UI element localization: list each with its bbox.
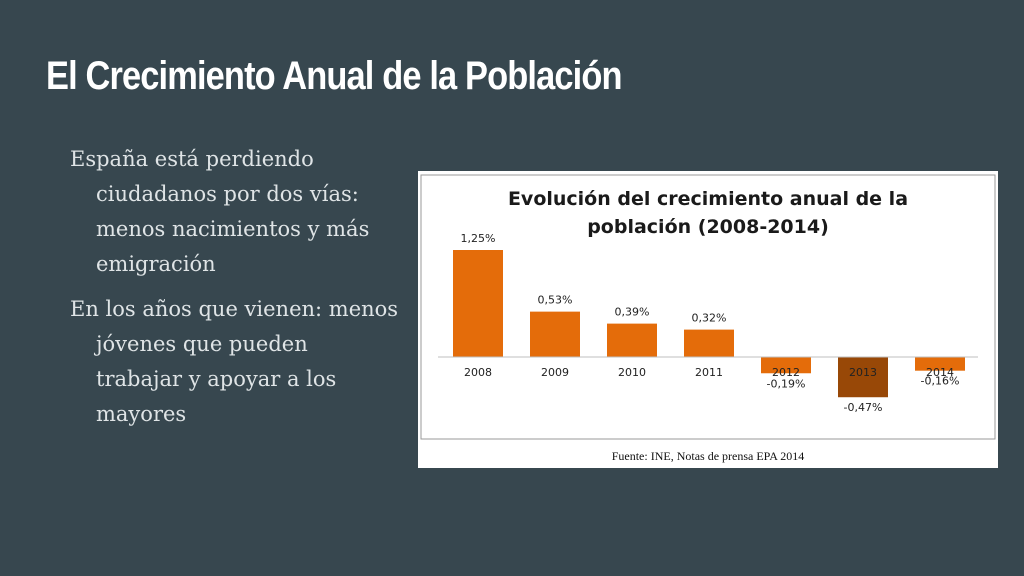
bar-2010 xyxy=(607,323,657,357)
x-tick-label: 2008 xyxy=(464,366,492,379)
bars-group xyxy=(453,250,965,398)
x-tick-label: 2012 xyxy=(772,366,800,379)
labels-group: 2008 1,25% 2009 0,53% 2010 0,39% 2011 0,32% 2012… xyxy=(461,232,960,414)
chart-source: Fuente: INE, Notas de prensa EPA 2014 xyxy=(612,449,805,463)
data-label: 0,53% xyxy=(538,294,573,307)
data-label: 0,32% xyxy=(692,312,727,325)
chart-panel: Evolución del crecimiento anual de la po… xyxy=(418,171,998,468)
bar-2008 xyxy=(453,250,503,357)
x-tick-label: 2009 xyxy=(541,366,569,379)
bullet-item: En los años que vienen: menos jóvenes qu… xyxy=(70,297,399,426)
chart-title-line-2: población (2008-2014) xyxy=(587,216,829,238)
x-tick-label: 2011 xyxy=(695,366,723,379)
bar-2011 xyxy=(684,329,734,357)
bar-2013 xyxy=(838,357,888,398)
bar-2012 xyxy=(761,357,811,374)
chart-title-line-1: Evolución del crecimiento anual de la xyxy=(508,188,908,210)
x-tick-label: 2010 xyxy=(618,366,646,379)
data-label: 1,25% xyxy=(461,232,496,245)
x-tick-label: 2013 xyxy=(849,366,877,379)
data-label: -0,47% xyxy=(844,401,883,414)
slide-title: El Crecimiento Anual de la Población xyxy=(46,54,622,98)
bar-2014 xyxy=(915,357,965,371)
bullet-item: España está perdiendo ciudadanos por dos… xyxy=(70,147,370,276)
data-label: 0,39% xyxy=(615,306,650,319)
bar-chart: Evolución del crecimiento anual de la po… xyxy=(420,174,996,463)
chart-frame xyxy=(420,174,996,440)
x-tick-label: 2014 xyxy=(926,366,954,379)
data-label: -0,19% xyxy=(767,377,806,390)
bullet-list: España está perdiendo ciudadanos por dos… xyxy=(70,142,400,442)
bar-2009 xyxy=(530,311,580,357)
data-label: -0,16% xyxy=(921,375,960,388)
